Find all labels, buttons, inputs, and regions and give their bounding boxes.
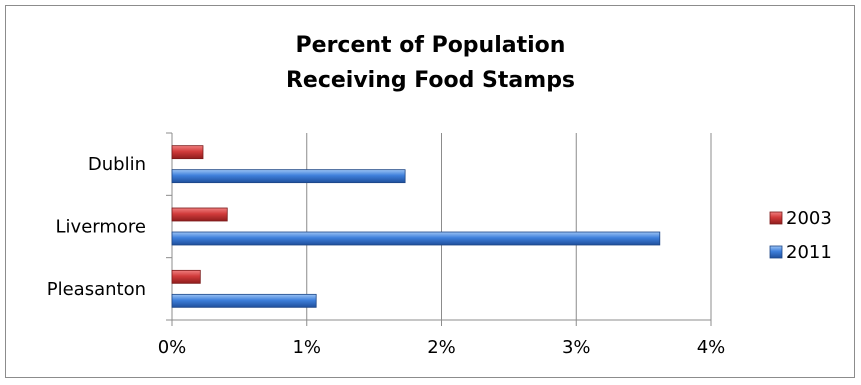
bar-2003-dublin bbox=[171, 145, 204, 160]
x-tick-label: 0% bbox=[158, 337, 187, 358]
bar-2003-livermore bbox=[171, 207, 228, 222]
category-label: Pleasanton bbox=[47, 279, 146, 300]
legend-swatch-2011 bbox=[769, 245, 783, 259]
tick-labels: 0% 1% 2% 3% 4% bbox=[158, 337, 726, 358]
legend-swatch-2003 bbox=[769, 211, 783, 225]
x-tick-label: 2% bbox=[427, 337, 456, 358]
bars bbox=[171, 145, 661, 308]
chart-title-line-1: Percent of Population bbox=[295, 33, 566, 58]
axes bbox=[166, 132, 712, 326]
x-tick-label: 4% bbox=[697, 337, 726, 358]
chart-title-line-2: Receiving Food Stamps bbox=[285, 68, 576, 93]
legend: 2003 2011 bbox=[769, 208, 832, 263]
chart-frame bbox=[5, 5, 855, 378]
legend-label-2011: 2011 bbox=[786, 242, 832, 263]
bar-2003-pleasanton bbox=[171, 269, 201, 284]
chart-title: Percent of Population Receiving Food Sta… bbox=[0, 28, 861, 98]
x-tick-label: 1% bbox=[292, 337, 321, 358]
category-label: Dublin bbox=[88, 154, 146, 175]
x-tick-label: 3% bbox=[562, 337, 591, 358]
category-labels: Dublin Livermore Pleasanton bbox=[47, 154, 146, 300]
category-label: Livermore bbox=[56, 217, 146, 238]
gridlines bbox=[306, 133, 712, 320]
bar-2011-dublin bbox=[171, 169, 406, 184]
bar-2011-livermore bbox=[171, 231, 661, 246]
legend-label-2003: 2003 bbox=[786, 208, 832, 229]
bar-2011-pleasanton bbox=[171, 293, 317, 308]
